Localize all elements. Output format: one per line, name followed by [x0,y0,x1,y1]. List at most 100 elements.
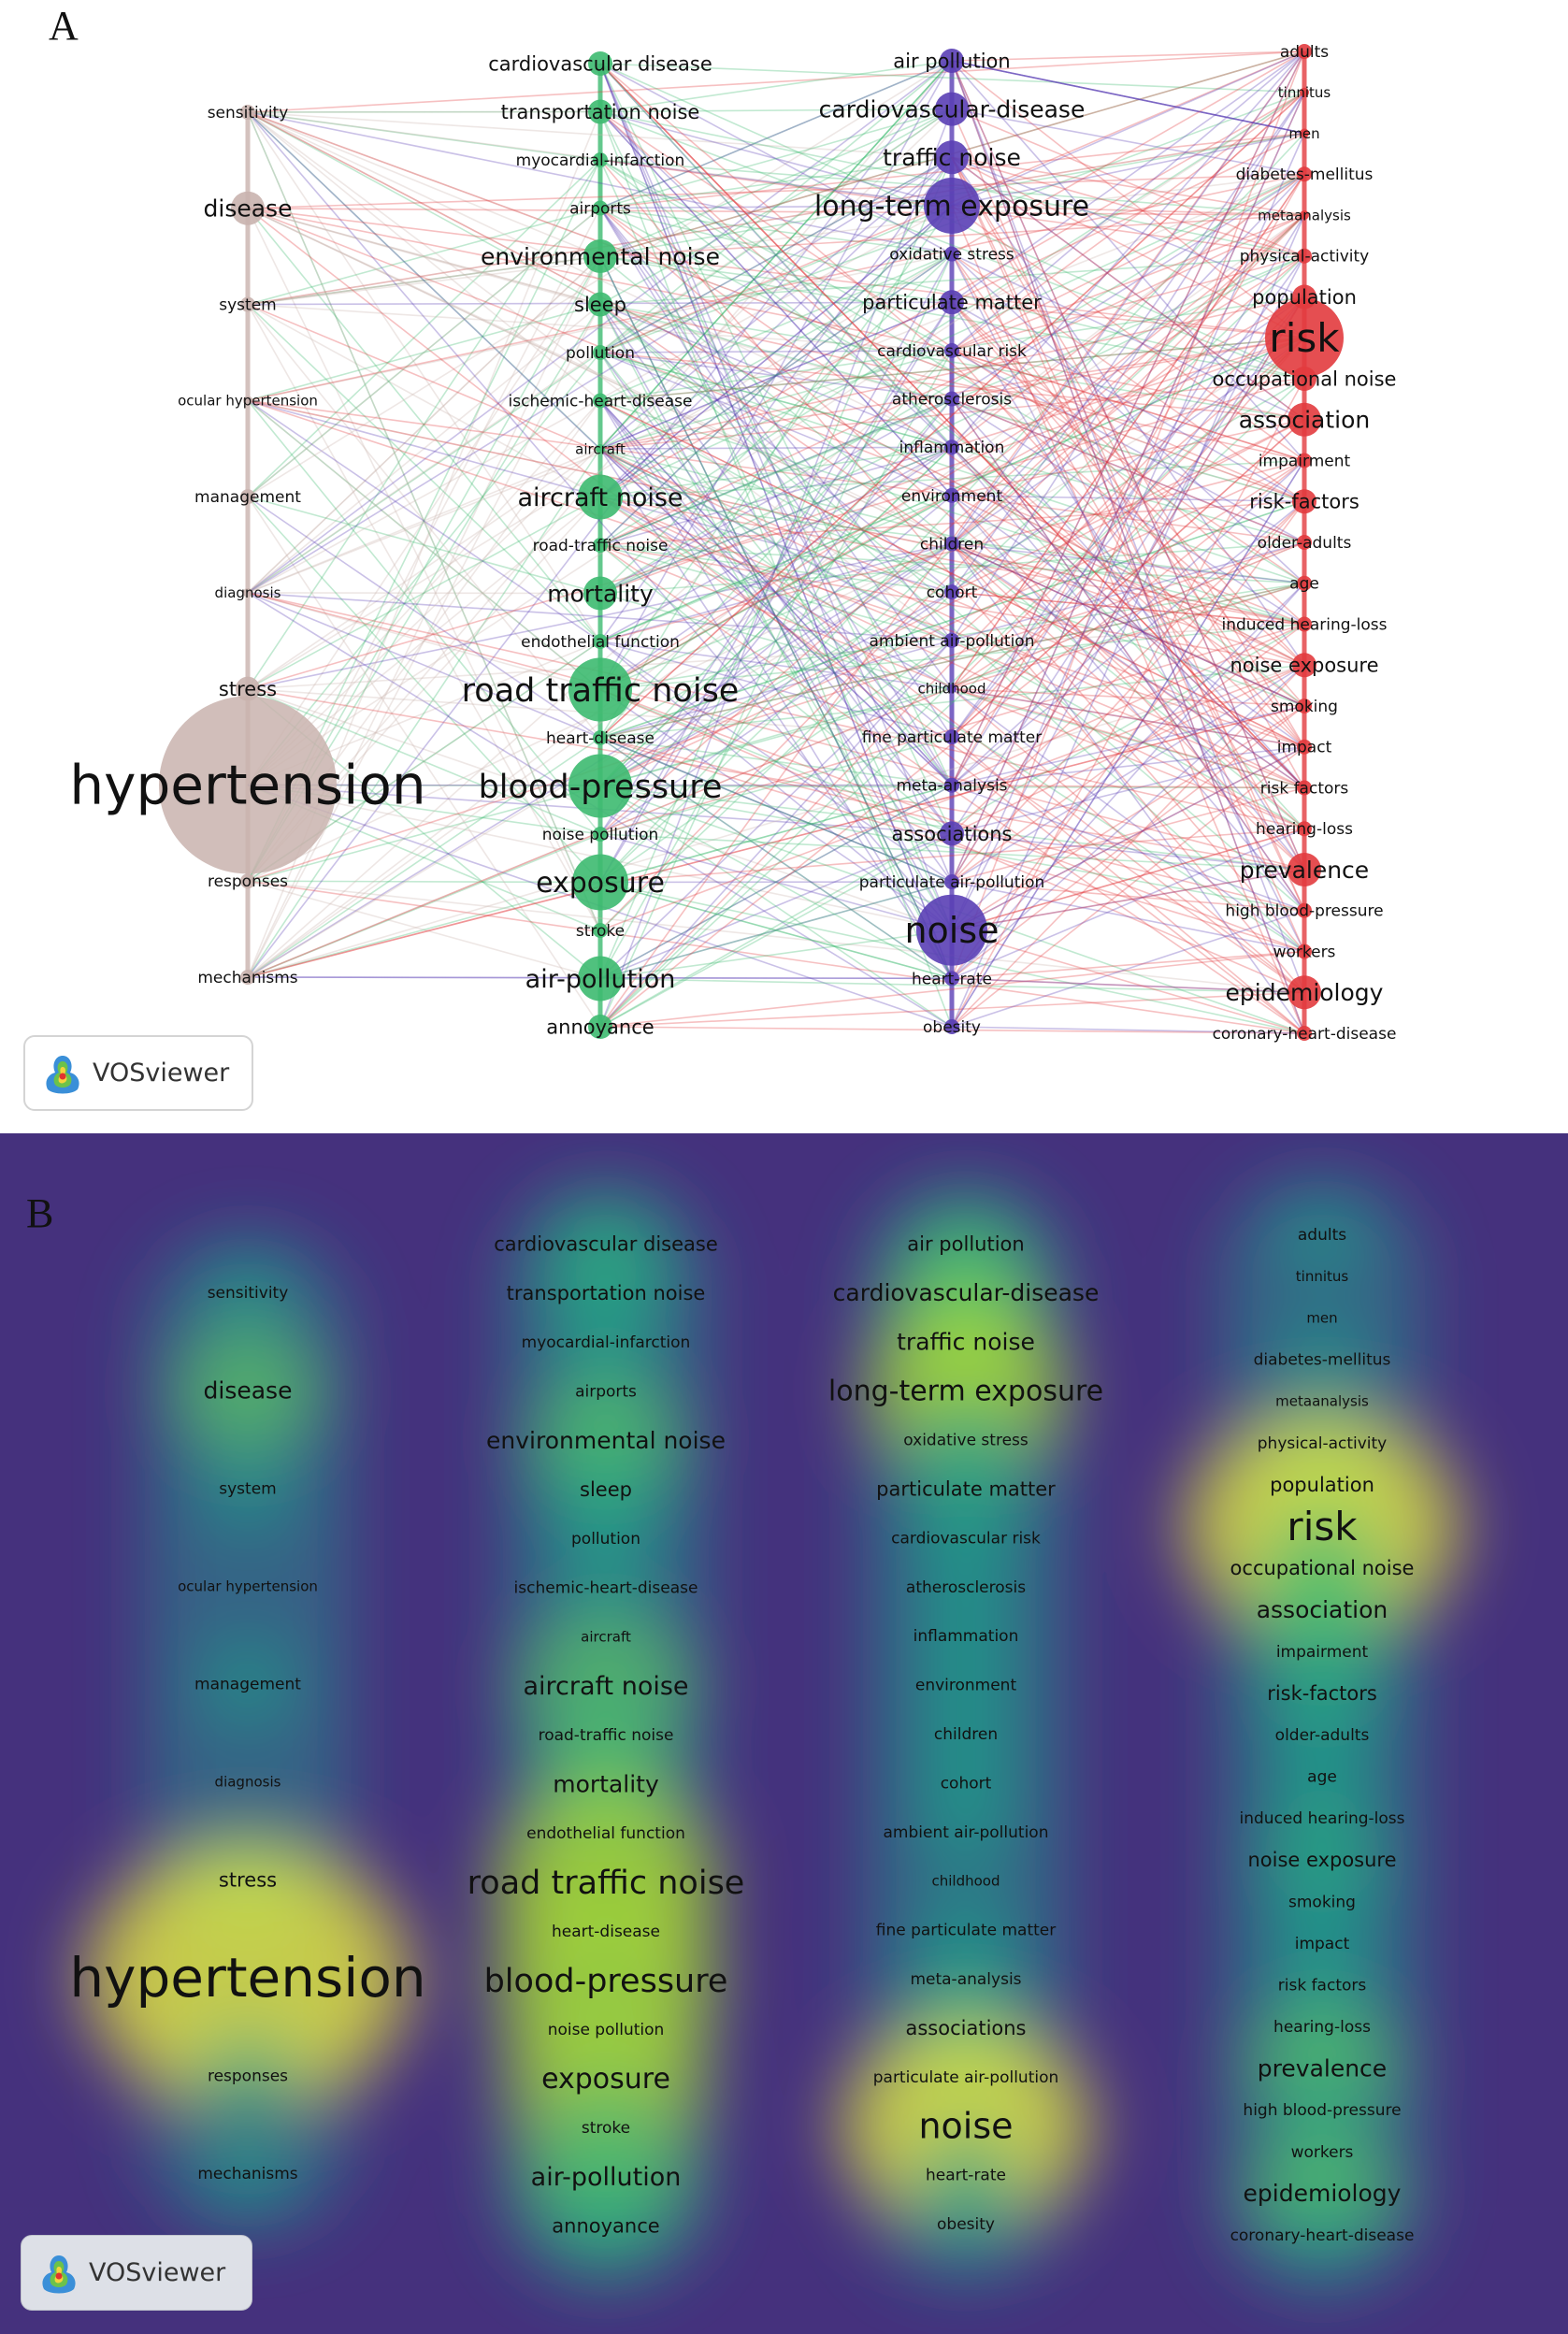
node-coronary-heart-disease[interactable] [1297,1026,1312,1041]
node-endothelial-function[interactable] [593,634,608,649]
node-workers[interactable] [1297,944,1312,959]
node-responses[interactable] [240,873,255,889]
node-cardiovascular-risk[interactable] [944,342,959,358]
link-line [599,205,953,546]
node-cardiovascular-disease[interactable] [935,92,969,126]
node-metaanalysis[interactable] [1300,210,1309,220]
node-impairment[interactable] [1297,453,1312,468]
node-ambient-air-pollution[interactable] [944,632,959,648]
node-blood-pressure[interactable] [568,754,632,818]
node-sleep[interactable] [588,292,612,317]
node-cardiovascular-disease[interactable] [588,51,612,76]
link-line [599,108,953,306]
node-myocardial-infarction[interactable] [593,152,608,167]
node-road-traffic-noise[interactable] [568,657,632,722]
node-childhood[interactable] [947,684,957,694]
link-line [247,208,1305,1034]
node-ocular-hypertension[interactable] [243,396,252,406]
node-older-adults[interactable] [1297,535,1312,550]
node-heart-disease[interactable] [593,730,608,745]
node-men[interactable] [1300,128,1309,138]
node-management[interactable] [240,489,255,505]
density-label: pollution [571,1530,640,1549]
node-mortality[interactable] [583,576,617,611]
link-line [951,132,1305,303]
node-obesity[interactable] [944,1019,959,1034]
node-stress[interactable] [236,676,260,701]
node-adults[interactable] [1297,44,1312,59]
node-hypertension[interactable] [159,696,337,874]
link-line [599,159,953,207]
node-age[interactable] [1297,575,1312,591]
node-road-traffic-noise[interactable] [593,538,608,553]
node-meta-analysis[interactable] [944,777,959,793]
node-stroke[interactable] [593,923,608,938]
link-line [599,352,1305,421]
link-line [247,156,953,594]
node-environmental-noise[interactable] [583,239,617,273]
node-diagnosis[interactable] [243,587,252,598]
node-oxidative-stress[interactable] [944,246,959,262]
node-label: epidemiology [1226,979,1384,1006]
link-line [247,111,953,255]
node-risk-factors[interactable] [1292,489,1316,514]
node-noise[interactable] [916,894,987,966]
node-induced-hearing-loss[interactable] [1297,616,1312,632]
density-label: prevalence [1258,2054,1387,2082]
node-noise-pollution[interactable] [593,827,608,842]
link-line [599,881,953,980]
node-air-pollution[interactable] [578,956,623,1001]
node-occupational-noise[interactable] [1292,367,1316,391]
node-atherosclerosis[interactable] [944,391,959,407]
node-prevalence[interactable] [1287,853,1321,886]
node-impact[interactable] [1297,739,1312,755]
node-association[interactable] [1287,402,1321,437]
node-air-pollution[interactable] [940,49,964,73]
node-label: sensitivity [208,104,289,122]
node-diabetes-mellitus[interactable] [1297,166,1312,182]
node-noise-exposure[interactable] [1292,653,1316,678]
vosviewer-badge: VOSviewer [21,2235,252,2311]
node-exposure[interactable] [572,854,628,911]
node-aircraft[interactable] [596,444,605,454]
node-hearing-loss[interactable] [1297,821,1312,837]
node-label: older-adults [1258,534,1352,553]
node-aircraft-noise[interactable] [578,474,623,520]
node-cohort[interactable] [944,584,959,600]
node-label: management [194,488,301,507]
node-airports[interactable] [593,200,608,216]
link-line [599,110,953,207]
node-risk[interactable] [1265,298,1344,378]
link-line [247,737,601,978]
node-mechanisms[interactable] [240,970,255,985]
node-particulate-matter[interactable] [940,290,964,315]
node-inflammation[interactable] [944,439,959,455]
node-children[interactable] [944,536,959,552]
node-transportation-noise[interactable] [588,99,612,124]
density-label: associations [905,2017,1026,2039]
node-pollution[interactable] [593,345,608,360]
node-sensitivity[interactable] [240,105,255,120]
node-ischemic-heart-disease[interactable] [593,393,608,409]
node-fine-particulate-matter[interactable] [944,729,959,745]
node-physical-activity[interactable] [1297,248,1312,264]
link-line [951,156,1305,788]
node-label: meta-analysis [896,777,1007,796]
node-traffic-noise[interactable] [935,140,969,175]
node-risk-factors[interactable] [1297,780,1312,796]
link-line [599,785,953,980]
node-annoyance[interactable] [588,1015,612,1039]
node-high-blood-pressure[interactable] [1297,902,1312,918]
link-line [247,252,953,402]
node-heart-rate[interactable] [944,971,959,987]
node-smoking[interactable] [1297,699,1312,713]
node-long-term-exposure[interactable] [924,177,980,234]
node-tinnitus[interactable] [1300,87,1309,97]
node-particulate-air-pollution[interactable] [944,874,959,890]
link-line [951,543,1305,1034]
node-environment[interactable] [944,487,959,503]
node-epidemiology[interactable] [1287,975,1321,1010]
node-system[interactable] [240,296,255,312]
node-disease[interactable] [231,191,265,225]
node-associations[interactable] [940,821,964,846]
